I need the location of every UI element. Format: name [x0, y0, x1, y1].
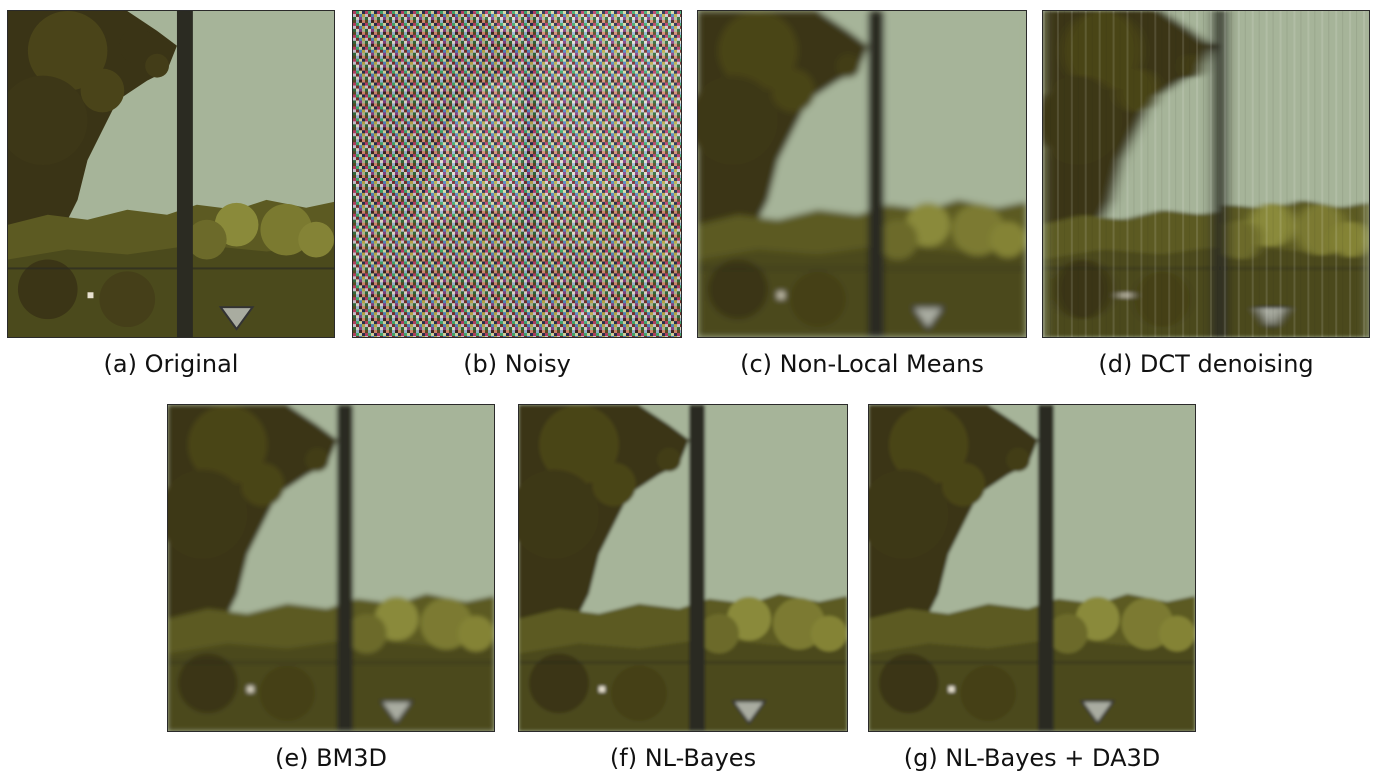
panel-nlbayes-da3d — [868, 404, 1196, 732]
caption-bm3d: (e) BM3D — [274, 744, 388, 772]
caption-nlbayes-da3d: (g) NL-Bayes + DA3D — [903, 744, 1161, 772]
noisy-image — [353, 11, 681, 337]
dct-image — [1043, 11, 1369, 337]
panel-noisy — [352, 10, 682, 338]
caption-nlm: (c) Non-Local Means — [740, 350, 984, 378]
panel-dct — [1042, 10, 1370, 338]
panel-bm3d — [167, 404, 495, 732]
caption-original: (a) Original — [103, 350, 239, 378]
nlbayes-image — [519, 405, 847, 731]
bm3d-image — [168, 405, 494, 731]
panel-original — [7, 10, 335, 338]
caption-noisy: (b) Noisy — [463, 350, 571, 378]
panel-nlm — [697, 10, 1027, 338]
caption-dct: (d) DCT denoising — [1098, 350, 1314, 378]
nlm-image — [698, 11, 1026, 337]
panel-nlbayes — [518, 404, 848, 732]
nlbayes-da3d-image — [869, 405, 1195, 731]
caption-nlbayes: (f) NL-Bayes — [609, 744, 757, 772]
original-image — [8, 11, 334, 337]
